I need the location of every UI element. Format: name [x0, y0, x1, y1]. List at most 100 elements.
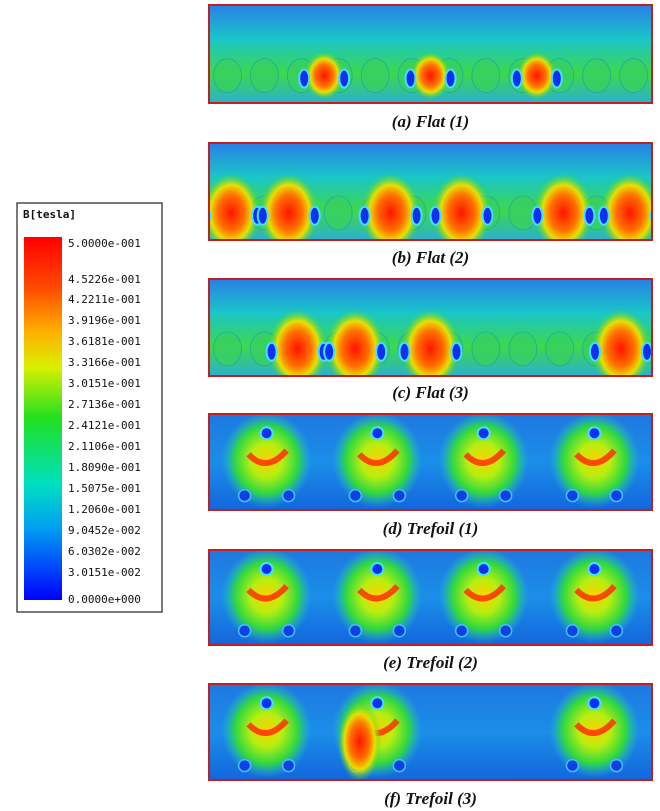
plot-border	[208, 683, 653, 781]
low-field	[281, 624, 296, 638]
low-field	[597, 205, 610, 226]
caption: (b) Flat (2)	[392, 248, 469, 267]
caption: (c) Flat (3)	[392, 383, 468, 402]
low-field	[348, 624, 363, 638]
low-field	[609, 624, 624, 638]
conductor	[545, 331, 575, 367]
low-field	[476, 426, 491, 441]
conductor	[582, 58, 612, 93]
hotspot	[267, 308, 328, 376]
low-field	[404, 68, 417, 89]
conductor	[323, 195, 353, 231]
legend-label: 4.2211e-001	[68, 293, 141, 306]
legend-label: 1.5075e-001	[68, 482, 141, 495]
low-field	[370, 426, 385, 441]
low-field	[587, 696, 602, 711]
low-field	[481, 205, 494, 226]
hot-arc	[357, 448, 400, 466]
low-field	[265, 341, 278, 362]
plot-content	[209, 279, 652, 376]
low-field	[323, 341, 336, 362]
plot-content	[209, 143, 652, 240]
low-field	[450, 341, 463, 362]
low-field	[588, 341, 601, 362]
hotspot	[360, 172, 421, 240]
low-field	[298, 68, 311, 89]
hotspot	[590, 308, 651, 376]
hot-arc	[574, 448, 617, 466]
hotspot	[533, 172, 594, 240]
low-field	[392, 624, 407, 638]
legend-label: 3.6181e-001	[68, 335, 141, 348]
hotspot	[325, 308, 386, 376]
low-field	[348, 488, 363, 503]
caption: (e) Trefoil (2)	[383, 653, 478, 672]
low-field	[609, 488, 624, 503]
legend-label: 3.0151e-001	[68, 377, 141, 390]
field-plot: (c) Flat (3)	[208, 278, 653, 402]
hotspot	[431, 172, 492, 240]
hot-arc	[246, 584, 289, 602]
plot-border	[208, 549, 653, 646]
low-field	[281, 488, 296, 503]
legend-label: 4.5226e-001	[68, 273, 141, 286]
hot-arc	[463, 448, 506, 466]
hotspot	[258, 172, 319, 240]
legend-label: 3.9196e-001	[68, 314, 141, 327]
hot-arc	[463, 584, 506, 602]
legend: B[tesla] 5.0000e-001 4.5226e-001 4.2211e-0…	[16, 202, 163, 613]
plot-content	[209, 550, 652, 645]
conductor	[619, 58, 648, 93]
plot-border	[208, 278, 653, 377]
legend-label: 9.0452e-002	[68, 524, 141, 537]
low-field	[375, 341, 388, 362]
legend-label: 3.3166e-001	[68, 356, 141, 369]
hotspot	[516, 51, 557, 100]
low-field	[370, 696, 385, 711]
low-field	[565, 488, 580, 503]
low-field	[259, 426, 274, 441]
low-field	[587, 426, 602, 441]
plot-border	[208, 142, 653, 241]
color-bar	[24, 237, 62, 600]
hotspot	[400, 308, 461, 376]
plot-content	[209, 684, 652, 780]
plot-border	[208, 4, 653, 104]
panels: (a) Flat (1) (b) Flat (2) (c) Flat (3) (d) …	[208, 4, 653, 808]
low-field	[510, 68, 523, 89]
low-field	[259, 562, 274, 576]
low-field	[237, 488, 252, 503]
low-field	[358, 205, 371, 226]
low-field	[498, 488, 513, 503]
hot-arc	[574, 584, 617, 602]
conductor	[508, 331, 538, 367]
field-plot: (a) Flat (1)	[208, 4, 653, 131]
low-field	[410, 205, 423, 226]
hot-arc	[246, 448, 289, 466]
low-field	[259, 696, 274, 711]
low-field	[308, 205, 321, 226]
plot-content	[209, 5, 652, 103]
conductor	[249, 58, 279, 93]
hot-arc	[357, 584, 400, 602]
low-field	[444, 68, 457, 89]
low-field	[587, 562, 602, 576]
low-field	[454, 488, 469, 503]
conductor	[471, 331, 501, 367]
hot-arc	[246, 718, 289, 736]
conductor	[213, 58, 242, 93]
field-plot: (f) Trefoil (3)	[208, 683, 653, 808]
hotspot	[209, 172, 262, 240]
hotspot	[337, 701, 382, 780]
legend-label: 1.8090e-001	[68, 461, 141, 474]
low-field	[370, 562, 385, 576]
low-field	[398, 341, 411, 362]
low-field	[338, 68, 351, 89]
low-field	[609, 758, 624, 773]
legend-label: 6.0302e-002	[68, 545, 141, 558]
conductor	[471, 58, 501, 93]
low-field	[281, 758, 296, 773]
low-field	[550, 68, 563, 89]
conductor	[213, 331, 242, 367]
